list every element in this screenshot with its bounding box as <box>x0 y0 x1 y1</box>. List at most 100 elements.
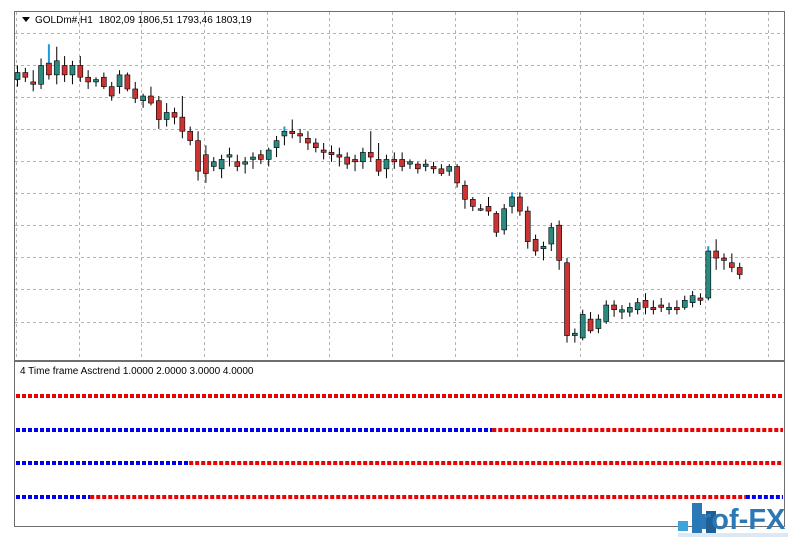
candle-body-bear <box>77 65 84 78</box>
candle <box>540 241 547 261</box>
candle <box>509 192 515 214</box>
candle-body-bear <box>132 88 139 99</box>
candle-body-bull <box>218 159 225 170</box>
candle-body-bear <box>721 257 727 261</box>
candle <box>218 154 225 179</box>
candle-body-bull <box>509 196 515 207</box>
candle-body-bear <box>124 74 131 90</box>
candle <box>729 253 735 273</box>
main-chart-pane[interactable] <box>14 11 785 361</box>
candle <box>312 138 319 153</box>
candle-body-bear <box>697 297 704 301</box>
candle-body-bull <box>666 307 672 311</box>
candle <box>650 300 657 315</box>
candle <box>736 262 743 280</box>
ohlc-readout: 1802,09 1806,51 1793,46 1803,19 <box>98 15 252 26</box>
candle <box>681 295 688 310</box>
candle-body-bear <box>46 62 52 76</box>
candle <box>548 222 555 252</box>
candle <box>713 239 719 270</box>
candle <box>281 126 288 146</box>
candle <box>430 161 437 174</box>
indicator-pane[interactable] <box>14 361 785 527</box>
candle-body-bull <box>226 154 233 158</box>
candle <box>360 147 366 169</box>
candle <box>367 131 374 162</box>
candle <box>258 150 264 165</box>
candle-body-bear <box>22 72 29 78</box>
candle <box>38 58 44 89</box>
candle-body-bear <box>234 161 241 167</box>
candle-body-bull <box>273 140 280 148</box>
candle <box>391 152 398 169</box>
candle <box>85 70 91 89</box>
candle-body-bear <box>352 159 358 163</box>
candle <box>352 154 358 172</box>
candle <box>619 305 625 320</box>
candle <box>273 135 280 158</box>
chart-title-bar[interactable]: GOLDm#,H1 1802,09 1806,51 1793,46 1803,19 <box>22 15 252 26</box>
candle <box>524 206 531 249</box>
candle <box>140 93 146 108</box>
candle <box>477 204 484 212</box>
candle <box>415 161 421 174</box>
candle <box>454 164 460 188</box>
candle <box>30 70 37 92</box>
candle-body-bear <box>179 116 186 132</box>
candle-body-bear <box>375 159 382 172</box>
candle-body-bear <box>108 86 115 97</box>
candle <box>517 192 523 216</box>
candle-body-bear <box>564 262 570 336</box>
candle <box>46 44 52 80</box>
candle-body-bear <box>485 206 492 212</box>
candle-body-bear <box>438 168 445 174</box>
candle-body-bear <box>344 156 351 165</box>
candle <box>250 152 256 169</box>
candles <box>14 44 743 343</box>
candle <box>399 152 405 172</box>
candle-body-bear <box>454 166 460 184</box>
candle-body-bull <box>689 295 696 303</box>
candle <box>407 159 413 169</box>
candle <box>422 159 429 172</box>
candle-body-bear <box>328 152 335 156</box>
candle <box>705 246 712 301</box>
candle <box>485 197 492 216</box>
candle-body-bull <box>116 74 123 87</box>
candle-body-bear <box>430 166 437 170</box>
candle <box>689 290 696 308</box>
candle <box>658 297 665 313</box>
candle-body-bull <box>69 65 76 76</box>
candle-body-bear <box>493 213 500 233</box>
candle-body-bear <box>736 267 743 275</box>
candle-body-bull <box>281 130 288 137</box>
candle <box>297 128 303 143</box>
candle <box>603 300 610 324</box>
candle-body-bull <box>603 304 610 322</box>
candle-body-bear <box>203 154 209 174</box>
candle-body-bear <box>729 262 735 268</box>
candle-body-bear <box>148 95 154 104</box>
candle-body-bear <box>587 318 594 332</box>
candle-body-bear <box>312 142 319 148</box>
candle <box>721 253 727 270</box>
candle-body-bull <box>93 79 99 83</box>
candle <box>203 145 209 183</box>
candle <box>328 145 335 162</box>
candle-body-bull <box>446 166 453 172</box>
candle-body-bull <box>38 65 44 85</box>
candle-body-bull <box>360 152 366 163</box>
dropdown-triangle-icon[interactable] <box>22 17 30 22</box>
candle-body-bear <box>415 163 421 170</box>
candle <box>156 96 162 129</box>
candle-body-bear <box>336 154 343 158</box>
candle <box>234 154 241 172</box>
candle-body-bear <box>611 304 617 311</box>
candle-body-bull <box>619 309 625 313</box>
candle-body-bear <box>85 76 91 83</box>
candle-body-bear <box>101 76 107 87</box>
candle-body-bear <box>517 196 523 212</box>
candle-body-bear <box>297 133 303 137</box>
candle-body-bull <box>14 72 21 80</box>
